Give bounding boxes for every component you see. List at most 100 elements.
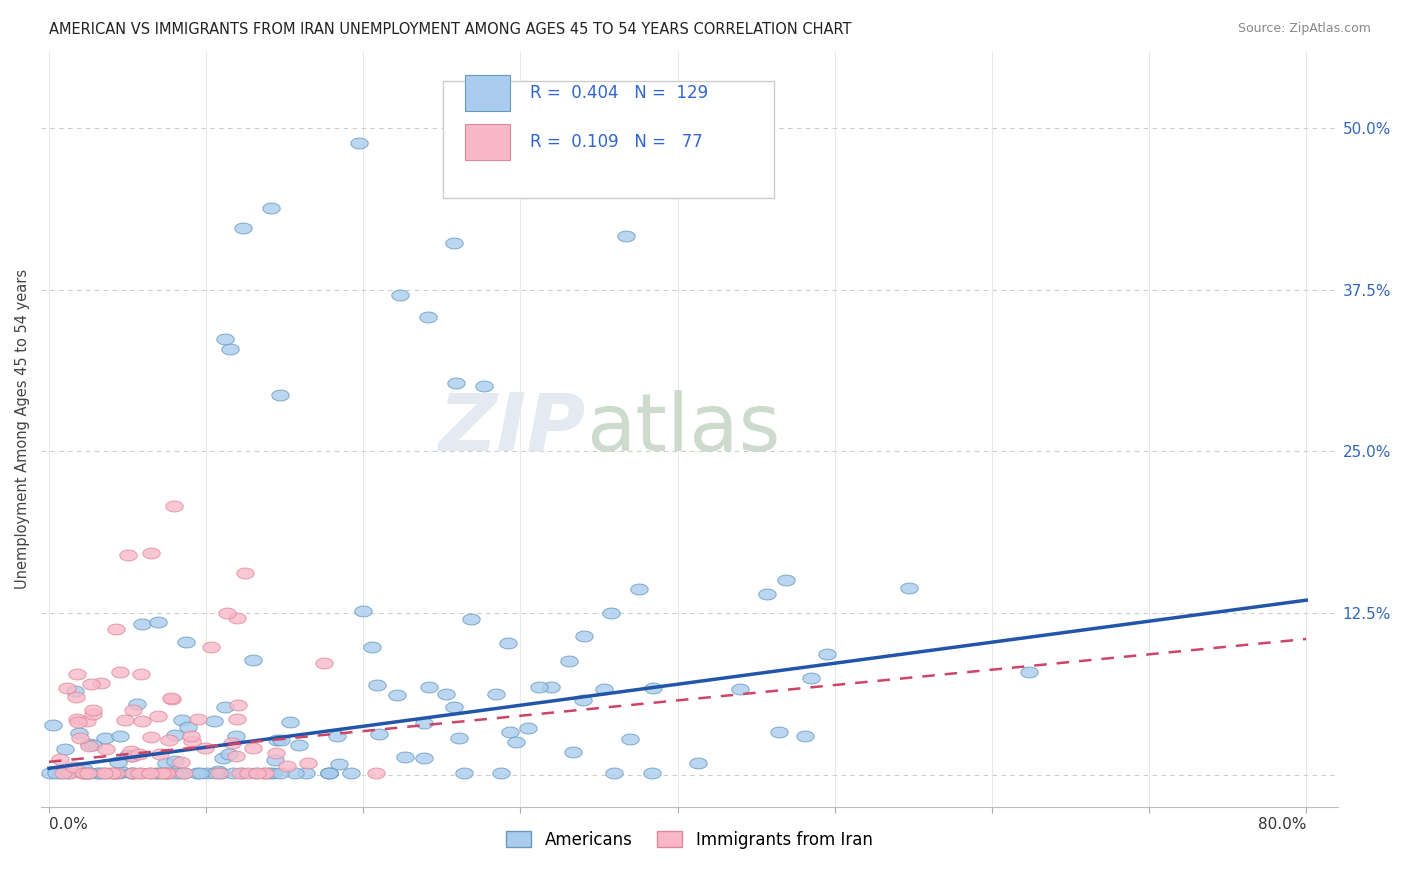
Point [276,758,298,772]
Point [180,733,202,747]
Point [686,756,709,770]
Point [212,751,235,765]
Point [540,680,562,694]
Point [105,622,128,636]
Point [155,766,177,780]
Point [619,731,641,746]
Point [105,766,128,780]
Point [235,566,257,580]
Point [221,736,243,750]
Point [446,376,468,391]
Point [150,766,173,780]
Point [163,766,186,780]
Point [127,697,149,711]
Point [111,764,134,779]
Point [505,734,527,748]
Point [269,766,291,780]
Point [297,756,319,771]
Text: AMERICAN VS IMMIGRANTS FROM IRAN UNEMPLOYMENT AMONG AGES 45 TO 54 YEARS CORRELAT: AMERICAN VS IMMIGRANTS FROM IRAN UNEMPLO… [49,22,852,37]
Point [77,766,100,780]
Point [318,766,340,780]
Point [219,342,242,356]
Point [101,766,124,780]
Point [218,747,240,762]
Point [453,766,475,780]
Point [53,742,76,756]
Point [794,729,817,743]
Point [443,236,465,251]
Text: 80.0%: 80.0% [1258,817,1306,832]
Point [498,636,520,650]
Point [160,691,183,706]
Point [489,766,512,780]
Point [366,677,388,691]
Point [107,755,129,769]
Point [122,703,145,717]
Point [1018,665,1040,679]
Point [146,615,169,630]
Point [252,766,274,780]
Point [328,756,350,771]
Point [815,647,838,661]
Point [131,617,153,632]
Point [222,766,245,780]
Point [66,712,89,726]
Point [768,725,790,739]
Point [558,654,581,668]
Point [129,667,152,681]
Point [104,766,127,780]
Text: Source: ZipAtlas.com: Source: ZipAtlas.com [1237,22,1371,36]
Point [263,766,285,780]
Point [101,766,124,780]
Point [174,635,197,649]
Point [145,766,167,780]
Point [73,766,96,780]
Point [110,730,132,744]
Point [434,688,457,702]
Point [66,667,89,681]
Point [70,766,93,780]
Point [225,749,247,764]
Point [572,693,595,707]
Point [146,708,169,723]
Point [259,766,281,780]
FancyBboxPatch shape [443,81,773,198]
Point [449,731,471,746]
Point [572,629,595,643]
Point [207,764,229,778]
Point [312,656,335,670]
Point [413,716,436,731]
Point [295,766,318,780]
Point [73,766,96,780]
Point [266,732,288,747]
Point [117,748,139,763]
Text: ZIP: ZIP [439,390,586,468]
Point [91,766,114,780]
Point [242,740,264,755]
Point [259,201,281,215]
Point [217,606,239,620]
Point [96,766,118,780]
Point [49,752,72,766]
Point [108,665,131,679]
Point [484,687,506,701]
Point [593,682,616,697]
Point [114,713,136,727]
Point [45,766,67,780]
Point [270,733,292,747]
Point [616,229,638,244]
Point [364,766,387,780]
Point [352,604,374,618]
Point [385,688,408,702]
Point [149,747,172,762]
Point [238,766,260,780]
Point [139,730,162,744]
Point [562,745,585,759]
Point [121,766,143,780]
Point [775,574,797,588]
Text: 0.0%: 0.0% [49,817,87,832]
Point [163,729,186,743]
Point [499,725,522,739]
Point [416,310,439,325]
Point [90,676,112,690]
